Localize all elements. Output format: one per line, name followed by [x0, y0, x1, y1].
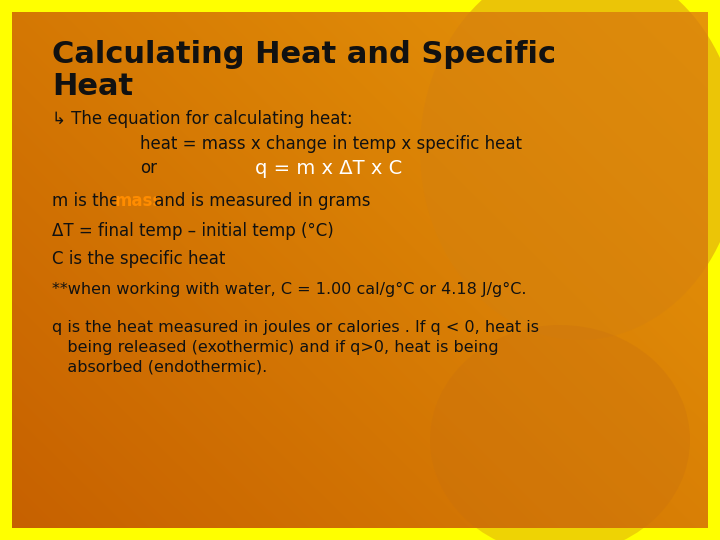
Text: or: or: [140, 159, 157, 177]
Text: m is the: m is the: [52, 192, 125, 210]
Text: absorbed (endothermic).: absorbed (endothermic).: [52, 360, 267, 375]
Text: Heat: Heat: [52, 72, 133, 101]
Text: C is the specific heat: C is the specific heat: [52, 250, 225, 268]
Ellipse shape: [420, 0, 720, 340]
Ellipse shape: [430, 325, 690, 540]
Text: q = m x ΔT x C: q = m x ΔT x C: [255, 159, 402, 178]
Text: Calculating Heat and Specific: Calculating Heat and Specific: [52, 40, 556, 69]
Text: ΔT = final temp – initial temp (°C): ΔT = final temp – initial temp (°C): [52, 222, 334, 240]
Text: heat = mass x change in temp x specific heat: heat = mass x change in temp x specific …: [140, 135, 522, 153]
Text: being released (exothermic) and if q>0, heat is being: being released (exothermic) and if q>0, …: [52, 340, 499, 355]
Text: q is the heat measured in joules or calories . If q < 0, heat is: q is the heat measured in joules or calo…: [52, 320, 539, 335]
Text: ↳ The equation for calculating heat:: ↳ The equation for calculating heat:: [52, 110, 353, 128]
Text: and is measured in grams: and is measured in grams: [149, 192, 371, 210]
Text: mass: mass: [115, 192, 163, 210]
Text: **when working with water, C = 1.00 cal/g°C or 4.18 J/g°C.: **when working with water, C = 1.00 cal/…: [52, 282, 526, 297]
